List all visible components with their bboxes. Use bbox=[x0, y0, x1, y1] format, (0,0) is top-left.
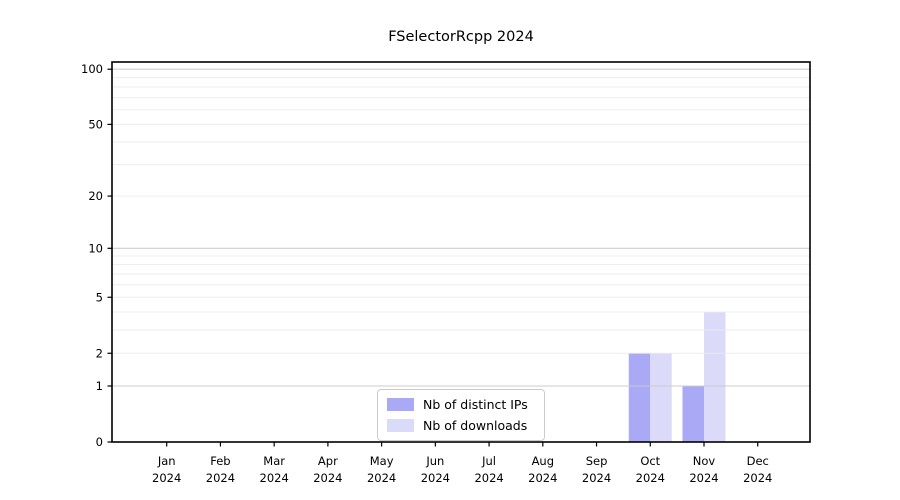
y-tick-label: 50 bbox=[88, 117, 103, 131]
x-tick-label-year: 2024 bbox=[689, 471, 718, 485]
x-tick-label-year: 2024 bbox=[636, 471, 665, 485]
axes-border bbox=[111, 61, 811, 443]
x-tick-label-month: Jul bbox=[481, 454, 496, 468]
x-tick-label-month: Dec bbox=[747, 454, 769, 468]
x-tick-label-month: Jan bbox=[157, 454, 176, 468]
legend-swatch-distinct-ips bbox=[387, 398, 414, 411]
x-tick-label-month: Mar bbox=[263, 454, 285, 468]
x-tick-label-year: 2024 bbox=[743, 471, 772, 485]
x-tick-label-month: Feb bbox=[210, 454, 230, 468]
y-tick-label: 20 bbox=[88, 189, 103, 203]
x-tick-label-month: Oct bbox=[640, 454, 660, 468]
x-tick-label-month: Nov bbox=[693, 454, 716, 468]
x-tick-label-year: 2024 bbox=[421, 471, 450, 485]
legend: Nb of distinct IPs Nb of downloads bbox=[377, 389, 545, 441]
y-tick-label: 1 bbox=[96, 379, 103, 393]
x-tick-label-month: Jun bbox=[425, 454, 444, 468]
y-tick-label: 100 bbox=[81, 62, 103, 76]
x-tick-label-year: 2024 bbox=[206, 471, 235, 485]
x-tick-label-month: Aug bbox=[532, 454, 554, 468]
bar-oct-series1 bbox=[650, 353, 672, 442]
x-tick-label-year: 2024 bbox=[474, 471, 503, 485]
legend-label-distinct-ips: Nb of distinct IPs bbox=[423, 397, 528, 412]
x-tick-label-month: May bbox=[370, 454, 394, 468]
y-tick-label: 10 bbox=[88, 241, 103, 255]
legend-item-distinct-ips: Nb of distinct IPs bbox=[387, 396, 535, 413]
legend-item-downloads: Nb of downloads bbox=[387, 417, 535, 434]
y-tick-label: 5 bbox=[96, 290, 103, 304]
bar-nov-series1 bbox=[704, 311, 726, 442]
bar-oct-series0 bbox=[628, 353, 651, 442]
legend-label-downloads: Nb of downloads bbox=[423, 418, 528, 433]
x-tick-label-year: 2024 bbox=[367, 471, 396, 485]
x-tick-label-year: 2024 bbox=[260, 471, 289, 485]
x-tick-label-year: 2024 bbox=[528, 471, 557, 485]
x-tick-label-year: 2024 bbox=[313, 471, 342, 485]
chart-title: FSelectorRcpp 2024 bbox=[388, 29, 534, 45]
x-tick-label-year: 2024 bbox=[582, 471, 611, 485]
x-tick-label-month: Sep bbox=[586, 454, 608, 468]
y-tick-label: 2 bbox=[96, 346, 103, 360]
legend-swatch-downloads bbox=[387, 419, 414, 432]
y-tick-label: 0 bbox=[96, 435, 103, 449]
x-tick-label-year: 2024 bbox=[152, 471, 181, 485]
x-tick-label-month: Apr bbox=[318, 454, 338, 468]
bar-nov-series0 bbox=[682, 386, 704, 442]
